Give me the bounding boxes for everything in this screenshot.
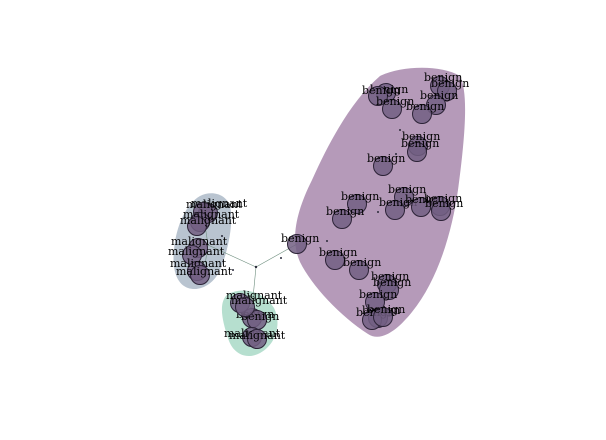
branch-dot <box>280 257 282 259</box>
branch-dot <box>395 153 397 155</box>
benign-node: benign <box>401 137 439 162</box>
node-label: benign <box>367 303 405 316</box>
malignant-node: malignant <box>180 214 237 236</box>
benign-node: benign <box>367 303 405 327</box>
malignant-node: malignant <box>176 265 233 285</box>
node-label: benign <box>379 196 417 209</box>
branch-dot <box>254 265 258 269</box>
malignant-node: malignant <box>231 294 288 317</box>
node-label: benign <box>431 77 469 90</box>
node-label: benign <box>371 270 409 283</box>
branch-dot <box>221 235 223 237</box>
node-label: benign <box>362 84 400 97</box>
node-label: benign <box>376 95 414 108</box>
node-label: benign <box>424 71 462 84</box>
node-label: benign <box>367 152 405 165</box>
node-circle <box>412 104 432 124</box>
benign-node: benign <box>326 205 364 229</box>
node-label: benign <box>388 183 426 196</box>
node-label: benign <box>424 192 462 205</box>
node-circle <box>379 280 399 300</box>
node-circle <box>247 329 267 349</box>
node-label: benign <box>326 205 364 218</box>
node-circle <box>187 216 207 236</box>
benign-node: benign <box>341 190 379 214</box>
node-label: benign <box>359 288 397 301</box>
node-circle <box>332 209 352 229</box>
benign-node: benign <box>373 276 411 300</box>
benign-node: benign <box>431 77 469 101</box>
malignant-node: malignant <box>168 245 225 265</box>
branch-dot <box>232 269 234 271</box>
benign-node: benign <box>405 193 443 217</box>
node-label: benign <box>319 246 357 259</box>
node-label: benign <box>406 100 444 113</box>
benign-node: benign <box>376 95 414 119</box>
benign-node: benign <box>359 288 397 312</box>
node-label: benign <box>425 197 463 210</box>
benign-node: benign <box>379 196 417 220</box>
benign-node: benign <box>362 84 400 106</box>
node-circle <box>287 234 307 254</box>
benign-node: benign <box>319 246 357 270</box>
node-label: benign <box>281 232 319 245</box>
benign-node: benign <box>367 152 405 176</box>
node-circle <box>373 307 393 327</box>
node-circle <box>407 142 427 162</box>
node-label: malignant <box>176 265 233 278</box>
node-circle <box>437 81 457 101</box>
node-circle <box>325 250 345 270</box>
branch-dot <box>377 211 379 213</box>
node-label: malignant <box>168 245 225 258</box>
node-circle <box>190 265 210 285</box>
node-label: malignant <box>229 329 286 342</box>
benign-node: benign <box>420 89 458 115</box>
branch-dot <box>326 240 328 242</box>
node-circle <box>349 260 369 280</box>
node-label: malignant <box>171 235 228 248</box>
edge <box>207 244 257 268</box>
node-circle <box>385 200 405 220</box>
malignant-node: malignant <box>229 329 286 349</box>
benign-node: benign <box>343 256 381 280</box>
benign-node: benign <box>406 100 444 124</box>
node-circle <box>382 99 402 119</box>
node-circle <box>426 95 446 115</box>
node-circle <box>368 86 388 106</box>
node-label: malignant <box>170 257 227 270</box>
node-label: malignant <box>186 198 243 211</box>
node-label: benign <box>341 190 379 203</box>
node-label: benign <box>401 137 439 150</box>
node-circle <box>431 201 451 221</box>
node-label: benign <box>420 89 458 102</box>
node-label: malignant <box>180 214 237 227</box>
branch-dot <box>399 129 401 131</box>
benign-node: benign <box>281 232 319 254</box>
node-circle <box>347 194 367 214</box>
node-circle <box>373 156 393 176</box>
node-label: benign <box>402 130 440 143</box>
node-circle <box>235 297 255 317</box>
node-label: malignant <box>231 294 288 307</box>
benign-node: benign <box>425 197 463 221</box>
node-label: benign <box>373 276 411 289</box>
node-label: benign <box>343 256 381 269</box>
